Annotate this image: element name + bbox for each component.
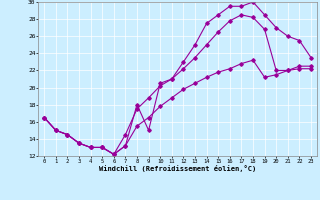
X-axis label: Windchill (Refroidissement éolien,°C): Windchill (Refroidissement éolien,°C)	[99, 165, 256, 172]
